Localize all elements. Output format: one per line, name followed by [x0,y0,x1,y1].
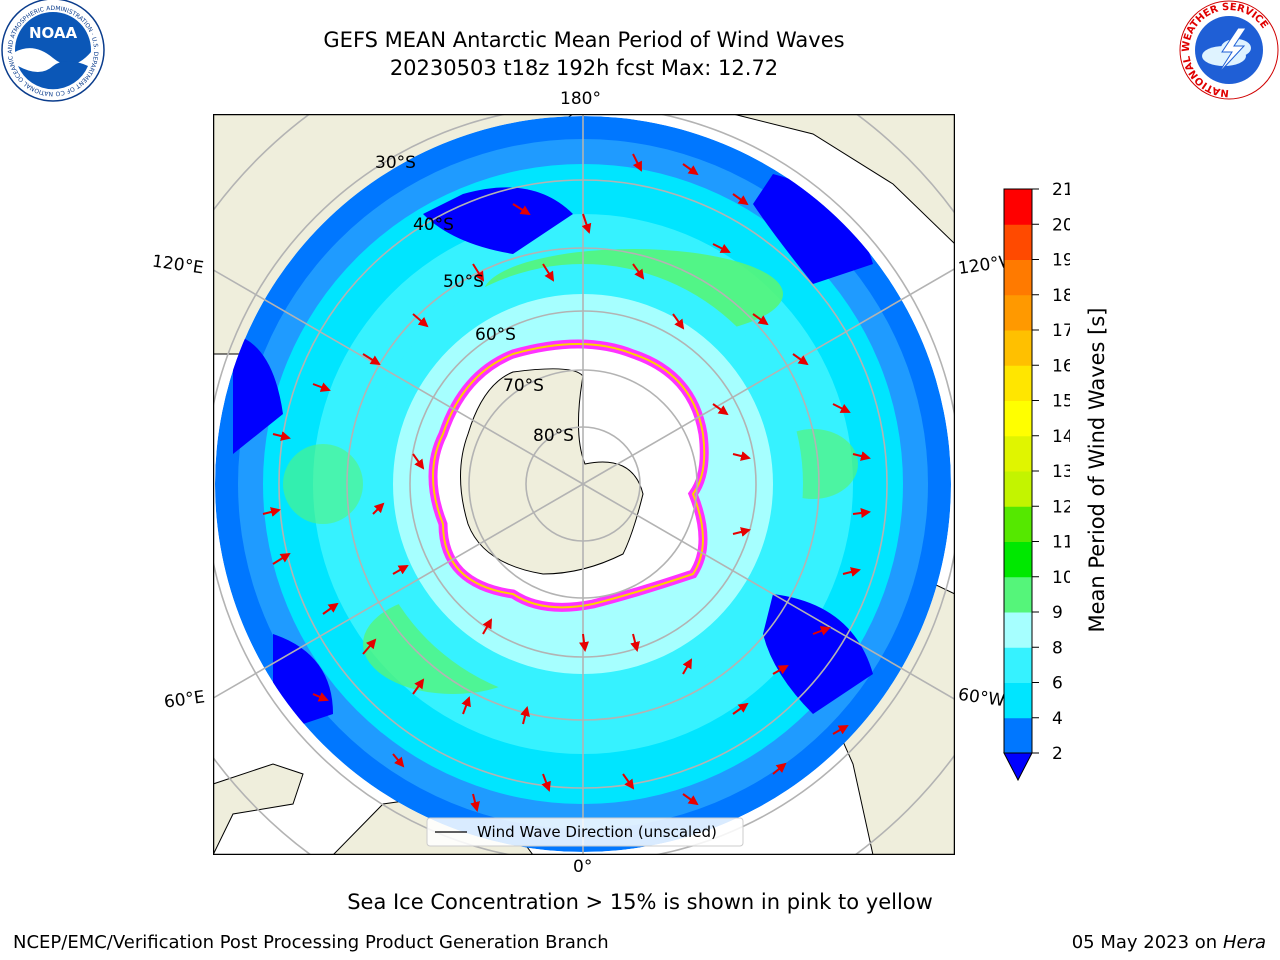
lat-label-70s: 70°S [503,376,544,396]
colorbar-tick-label: 21 [1052,180,1070,200]
colorbar-bin [1004,400,1032,437]
colorbar-tick-label: 10 [1052,568,1070,588]
colorbar-bin [1004,365,1032,401]
footer-right: 05 May 2023 on Hera [1072,932,1266,953]
colorbar-bin [1004,717,1032,754]
antarctic-map: 30°S 40°S 50°S 60°S 70°S 80°S Wind Wave … [213,114,955,855]
colorbar-bin [1004,435,1032,472]
wind-wave-arrows [262,153,871,812]
antarctica [428,339,709,612]
lat-label-60s: 60°S [475,325,516,345]
colorbar-bin [1004,471,1032,507]
colorbar-bin [1004,576,1032,613]
colorbar-tick-label: 14 [1052,427,1070,447]
colorbar-bin [1004,294,1032,331]
colorbar-bin [1004,224,1032,260]
colorbar-tick-label: 8 [1052,638,1063,658]
map-legend: Wind Wave Direction (unscaled) [426,817,744,847]
colorbar-bin [1004,506,1032,542]
colorbar-tick-label: 12 [1052,497,1070,517]
lon-label-0: 0° [573,857,593,877]
footer-host: Hera [1222,932,1266,953]
colorbar-bin [1004,330,1032,366]
nws-logo: NATIONAL WEATHER SERVICE [1179,0,1279,100]
lat-label-30s: 30°S [375,153,416,173]
colorbar-tick-label: 4 [1052,709,1063,729]
colorbar-label: Mean Period of Wind Waves [s] [1085,307,1109,633]
lon-label-60e: 60°E [162,687,207,713]
title-line-1: GEFS MEAN Antarctic Mean Period of Wind … [323,28,845,52]
colorbar-bin [1004,612,1032,648]
lat-label-50s: 50°S [443,272,484,292]
colorbar-extend-triangle [1003,752,1033,782]
colorbar-tick-label: 13 [1052,462,1070,482]
colorbar: 2 4 6 8 9 10 11 12 13 14 15 16 17 18 19 20 21 [1003,180,1070,782]
colorbar-ticks: 2 4 6 8 9 10 11 12 13 14 15 16 17 18 19 20 21 [1032,180,1070,764]
legend-label: Wind Wave Direction (unscaled) [477,823,717,841]
colorbar-tick-label: 20 [1052,215,1070,235]
footer-left: NCEP/EMC/Verification Post Processing Pr… [13,932,609,953]
colorbar-bin [1004,541,1032,578]
colorbar-bin [1004,189,1032,225]
noaa-logo: NOAA NATIONAL OCEANIC AND ATMOSPHERIC AD… [0,0,105,102]
colorbar-tick-label: 11 [1052,533,1070,553]
colorbar-tick-label: 6 [1052,674,1063,694]
lat-label-40s: 40°S [413,215,454,235]
colorbar-tick-label: 2 [1052,744,1063,764]
colorbar-bin [1004,682,1032,719]
title-line-2: 20230503 t18z 192h fcst Max: 12.72 [389,56,779,80]
noaa-logo-text: NOAA [29,24,78,42]
sea-ice-annotation: Sea Ice Concentration > 15% is shown in … [347,890,933,914]
footer-date: 05 May 2023 on [1071,932,1218,953]
colorbar-bins [1004,189,1032,754]
colorbar-tick-label: 15 [1052,392,1070,412]
colorbar-tick-label: 9 [1052,603,1063,623]
colorbar-bin [1004,259,1032,296]
lon-label-120e: 120°E [150,251,205,279]
lat-label-80s: 80°S [533,426,574,446]
colorbar-tick-label: 17 [1052,321,1070,341]
colorbar-bin [1004,647,1032,683]
colorbar-tick-label: 16 [1052,356,1070,376]
colorbar-tick-label: 19 [1052,251,1070,271]
graticule [214,115,954,854]
colorbar-tick-label: 18 [1052,286,1070,306]
latitude-labels: 30°S 40°S 50°S 60°S 70°S 80°S [375,153,574,446]
lon-label-180: 180° [560,89,601,109]
